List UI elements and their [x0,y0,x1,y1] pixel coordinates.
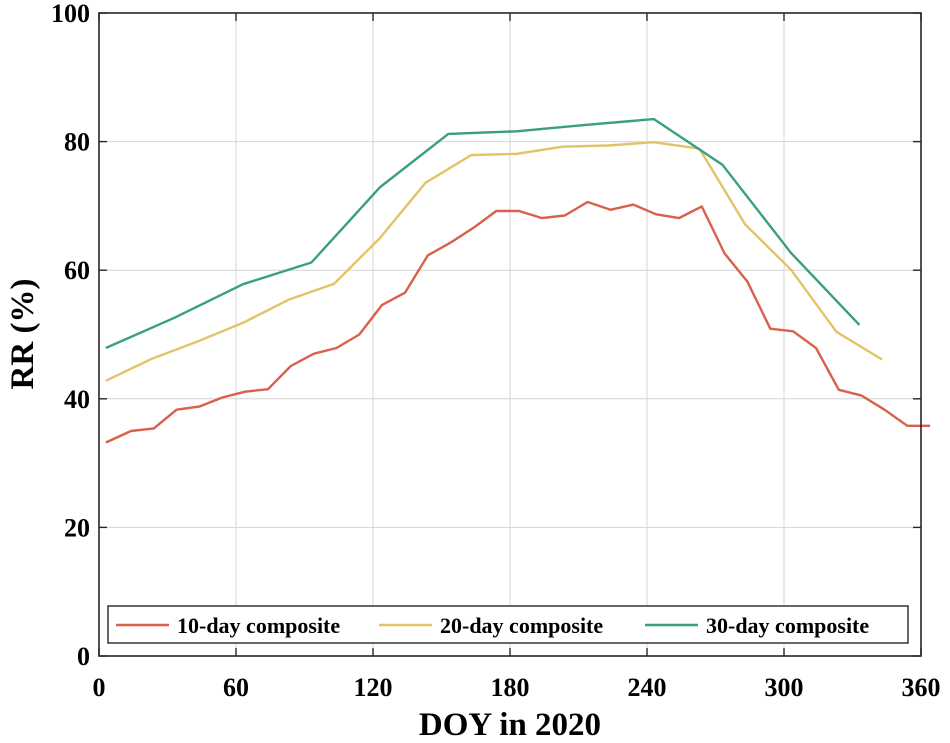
y-tick-label: 20 [64,513,90,542]
x-tick-label: 60 [223,673,249,702]
legend-label-20-day: 20-day composite [440,613,603,638]
y-axis-title: RR (%) [5,279,41,390]
series-line-3 [105,117,861,350]
y-tick-label: 80 [64,128,90,157]
x-tick-label: 240 [628,673,667,702]
x-tick-label: 300 [765,673,804,702]
legend-label-10-day: 10-day composite [177,613,340,638]
x-tick-label: 180 [491,673,530,702]
tick-marks [98,12,922,657]
x-tick-labels: 0 60 120 180 240 300 360 [93,673,941,702]
series-group [105,117,931,444]
y-tick-labels: 0 20 40 60 80 100 [51,0,90,671]
y-tick-label: 100 [51,0,90,28]
legend: 10-day composite 20-day composite 30-day… [107,605,909,644]
x-tick-label: 0 [93,673,106,702]
y-tick-label: 40 [64,385,90,414]
legend-label-30-day: 30-day composite [706,613,869,638]
x-axis-title: DOY in 2020 [419,707,601,743]
legend-box [107,605,909,644]
x-tick-label: 360 [902,673,941,702]
y-tick-label: 0 [77,642,90,671]
series-line-2 [105,141,883,382]
x-tick-label: 120 [354,673,393,702]
series-line-1 [105,200,931,444]
y-tick-label: 60 [64,256,90,285]
